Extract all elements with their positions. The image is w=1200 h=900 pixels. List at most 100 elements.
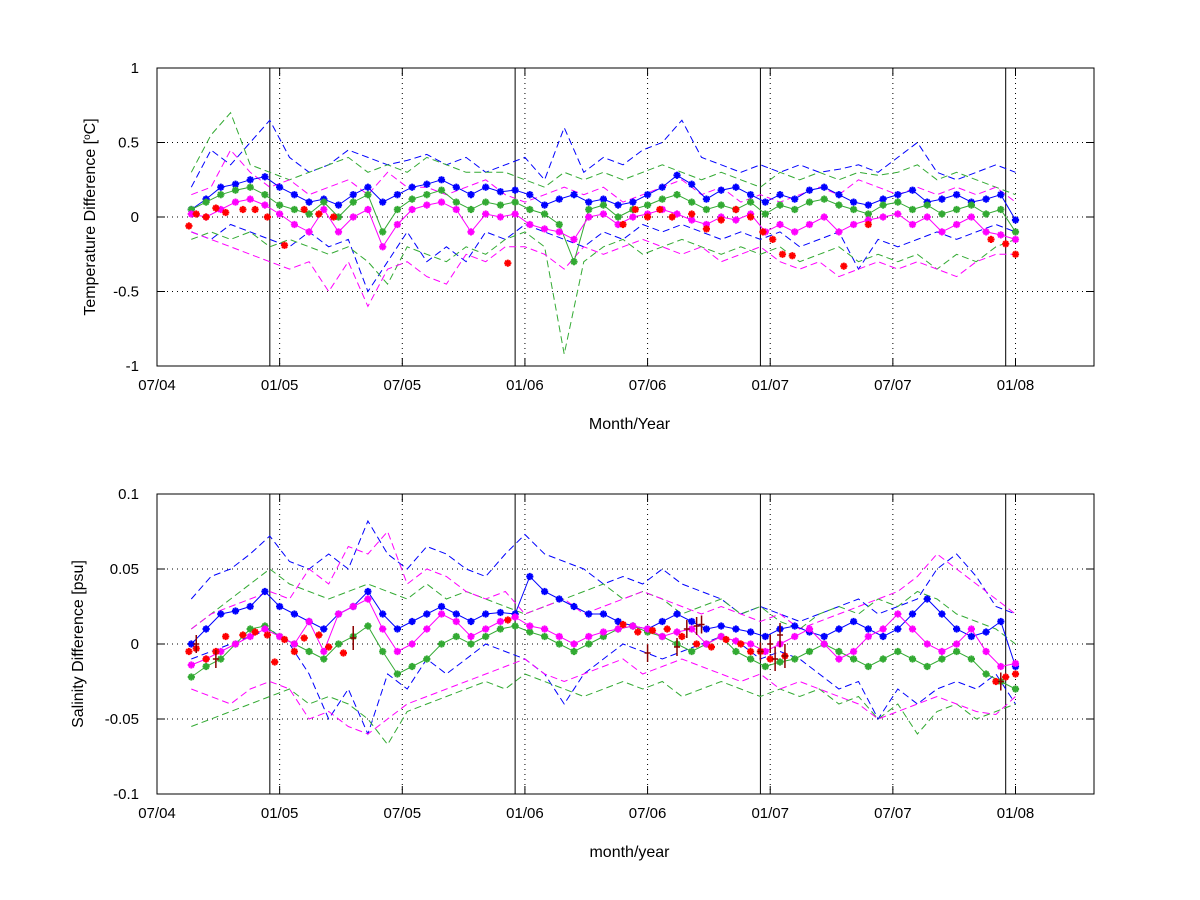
salinity-magenta-point [688, 625, 696, 633]
salinity-blue-point [702, 625, 710, 633]
salinity-blue-point [379, 610, 387, 618]
salinity-green-point [879, 655, 887, 663]
salinity-blue-point [541, 587, 549, 596]
temperature-blue-point [938, 195, 946, 203]
temperature-blue-point [805, 186, 814, 194]
salinity-series-green-dashed [190, 568, 1016, 645]
temperature-green-point [953, 205, 961, 214]
salinity-errorbar [693, 617, 700, 635]
salinity-errorbar [698, 615, 705, 634]
temperature-red-point [315, 210, 323, 218]
salinity-magenta-point [423, 625, 431, 633]
salinity-blue-point [997, 617, 1005, 626]
salinity-green-point [967, 655, 975, 663]
salinity-blue-point [231, 607, 240, 615]
salinity-blue-point [290, 610, 298, 618]
temperature-blue-point [791, 195, 799, 203]
salinity-magenta-point [894, 610, 902, 618]
temperature-green-point [805, 198, 814, 206]
salinity-red-point [339, 649, 347, 657]
salinity-red-point [737, 640, 745, 648]
salinity-red-point [634, 628, 642, 636]
temperature-y-axis-label-degree: o [82, 134, 93, 140]
temperature-green-point [673, 191, 681, 199]
temperature-blue-point [644, 191, 652, 199]
temperature-magenta-point [290, 220, 298, 229]
salinity-green-point [364, 622, 372, 630]
salinity-magenta-point [290, 640, 298, 648]
salinity-green-point [408, 662, 416, 671]
temperature-series-blue-solid-marker [187, 171, 1020, 224]
temperature-green-point [305, 210, 313, 218]
temperature-blue-point [953, 191, 961, 199]
salinity-blue-point [585, 610, 593, 618]
salinity-red-point [747, 647, 755, 656]
temperature-green-point [202, 198, 210, 206]
salinity-magenta-point [276, 632, 284, 641]
salinity-magenta-point [805, 625, 814, 633]
temperature-green-point [923, 201, 931, 209]
temperature-difference-chart: 07/04 01/05 07/05 01/06 07/06 01/07 07/07 01/08… [82, 60, 1095, 433]
temperature-blue-point [570, 191, 578, 199]
salinity-blue-point [850, 617, 858, 626]
temperature-red-point [688, 210, 696, 218]
temperature-magenta-point [791, 228, 799, 236]
temperature-green-point [555, 220, 563, 229]
temperature-blue-point [864, 201, 872, 209]
temperature-series-magenta-solid-marker [187, 195, 1020, 251]
temperature-green-point [967, 201, 975, 209]
salinity-blue-point [791, 622, 799, 630]
salinity-green-point [555, 640, 563, 648]
temperature-green-point [437, 186, 446, 194]
salinity-magenta-point [938, 647, 946, 656]
salinity-green-point [334, 640, 343, 648]
temperature-blue-point [437, 176, 446, 184]
temperature-magenta-point [732, 216, 740, 224]
temperature-blue-point [423, 180, 431, 188]
temperature-red-point [769, 235, 777, 243]
salinity-blue-point [658, 617, 666, 626]
salinity-y-tick-label: -0.05 [105, 711, 139, 728]
salinity-red-point [251, 628, 259, 636]
temperature-magenta-point [467, 228, 475, 236]
salinity-blue-point [614, 617, 622, 626]
salinity-blue-point [467, 617, 475, 626]
salinity-magenta-point [334, 610, 343, 618]
salinity-green-point [761, 662, 769, 671]
salinity-magenta-point [1011, 659, 1020, 668]
temperature-green-point [276, 201, 284, 209]
salinity-errorbar [193, 635, 200, 653]
temperature-green-point [334, 213, 343, 221]
temperature-green-point [364, 191, 372, 199]
temperature-blue-point [393, 191, 401, 199]
salinity-series-magenta-dashed [191, 658, 1016, 735]
salinity-magenta-point [496, 617, 504, 626]
temperature-green-point [835, 201, 843, 209]
temperature-magenta-point [408, 205, 416, 214]
temperature-blue-point [482, 183, 490, 191]
salinity-series-blue-dashed [190, 519, 1016, 623]
temperature-red-point [747, 213, 755, 221]
salinity-y-tick-label: 0 [131, 636, 139, 653]
temperature-blue-point [629, 198, 637, 206]
temperature-series-green-dashed [191, 231, 1016, 355]
salinity-red-point [222, 632, 230, 641]
salinity-green-point [688, 647, 696, 656]
salinity-magenta-point [231, 640, 240, 648]
salinity-magenta-point [408, 640, 416, 648]
temperature-red-point [1011, 250, 1020, 258]
temperature-magenta-point [585, 213, 593, 221]
temperature-green-point [231, 186, 240, 194]
salinity-green-point [320, 655, 328, 663]
salinity-red-point [619, 620, 627, 629]
salinity-blue-point [923, 595, 931, 603]
temperature-magenta-point [629, 213, 637, 221]
salinity-magenta-point [908, 625, 917, 633]
salinity-errorbar [757, 642, 764, 661]
temperature-blue-point [290, 191, 298, 199]
temperature-magenta-point [820, 213, 828, 221]
temperature-x-tick-label: 07/04 [138, 377, 176, 394]
salinity-magenta-point [379, 625, 387, 633]
salinity-red-point [202, 655, 210, 663]
salinity-green-point [1011, 685, 1020, 693]
